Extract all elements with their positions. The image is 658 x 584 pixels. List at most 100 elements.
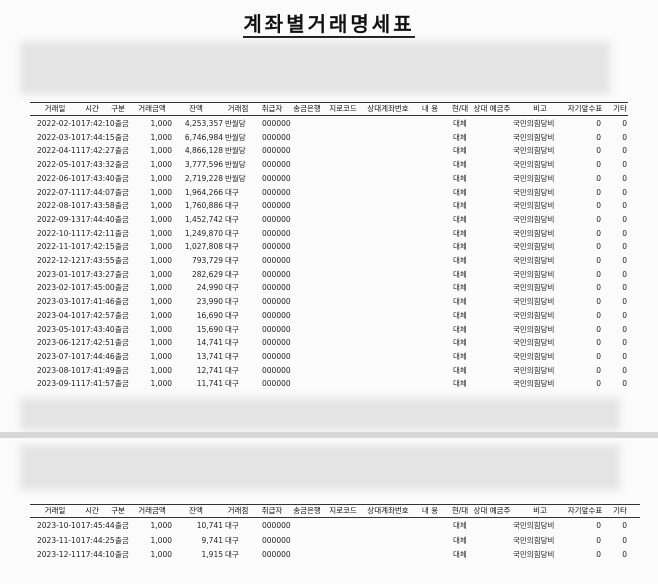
cell: 2023-06-12 xyxy=(37,338,81,348)
cell: 국민의힘당비 xyxy=(513,379,555,389)
cell: 1,000 xyxy=(150,297,172,307)
cell: 대체 xyxy=(453,242,467,252)
column-header: 비고 xyxy=(533,506,547,515)
cell: 17:44:07 xyxy=(81,187,115,197)
cell: 0 xyxy=(622,228,627,238)
cell: 대체 xyxy=(453,132,467,142)
column-header: 송금은행 xyxy=(293,104,321,113)
column-header: 거래점 xyxy=(227,506,249,515)
cell: 2022-07-11 xyxy=(37,187,81,197)
cell: 1,000 xyxy=(150,310,172,320)
column-header: 거래일 xyxy=(44,506,66,515)
rule xyxy=(30,102,628,103)
cell: 17:42:27 xyxy=(81,146,115,156)
cell: 11,741 xyxy=(196,379,223,389)
cell: 대구 xyxy=(225,310,239,320)
cell: 000000 xyxy=(262,297,291,307)
cell: 17:41:49 xyxy=(81,365,115,375)
cell: 대체 xyxy=(453,256,467,265)
cell: 국민의힘당비 xyxy=(513,535,555,545)
column-header: 자기앞수표 xyxy=(567,506,603,515)
cell: 국민의힘당비 xyxy=(513,214,555,224)
cell: 000000 xyxy=(262,256,291,265)
cell: 0 xyxy=(622,324,627,334)
cell: 1,000 xyxy=(150,269,172,279)
cell: 대구 xyxy=(225,269,239,279)
cell: 0 xyxy=(596,283,601,293)
cell: 0 xyxy=(596,256,601,265)
cell: 0 xyxy=(596,269,601,279)
cell: 17:43:40 xyxy=(81,173,115,183)
column-header: 거래금액 xyxy=(138,506,166,515)
cell: 17:44:40 xyxy=(81,214,115,224)
cell: 0 xyxy=(596,187,601,197)
cell: 0 xyxy=(596,379,601,389)
cell: 0 xyxy=(622,365,627,375)
column-header: 구분 xyxy=(111,104,125,113)
cell: 2022-10-11 xyxy=(37,228,81,238)
cell: 2023-09-11 xyxy=(37,379,81,389)
cell: 출금 xyxy=(115,242,129,252)
cell: 6,746,984 xyxy=(184,132,223,142)
column-header: 비고 xyxy=(533,104,547,113)
cell: 0 xyxy=(596,228,601,238)
cell: 000000 xyxy=(262,146,291,156)
column-header: 자기앞수표 xyxy=(567,104,603,113)
cell: 2023-07-10 xyxy=(37,351,81,361)
cell: 0 xyxy=(622,535,627,545)
cell: 2022-04-11 xyxy=(37,146,81,156)
cell: 대구 xyxy=(225,242,239,252)
cell: 대체 xyxy=(453,365,467,375)
cell: 2023-05-10 xyxy=(37,324,81,334)
cell: 1,000 xyxy=(150,379,172,389)
cell: 대체 xyxy=(453,214,467,224)
cell: 2023-02-10 xyxy=(37,283,81,293)
cell: 0 xyxy=(622,146,627,156)
cell: 000000 xyxy=(262,550,291,559)
cell: 0 xyxy=(622,310,627,320)
cell: 000000 xyxy=(262,324,291,334)
cell: 1,000 xyxy=(150,338,172,348)
cell: 출금 xyxy=(115,351,129,361)
cell: 1,000 xyxy=(150,160,172,170)
cell: 1,249,870 xyxy=(184,228,223,238)
column-header: 상대계좌번호 xyxy=(367,104,409,113)
cell: 0 xyxy=(596,132,601,142)
cell: 17:43:27 xyxy=(81,269,115,279)
title-wrap: 계좌별거래명세표 xyxy=(0,8,658,38)
cell: 대체 xyxy=(453,119,467,128)
cell: 출금 xyxy=(115,214,129,224)
cell: 0 xyxy=(622,297,627,307)
cell: 3,777,596 xyxy=(184,160,223,170)
page-break xyxy=(0,432,658,438)
cell: 대구 xyxy=(225,297,239,307)
cell: 0 xyxy=(596,201,601,211)
cell: 0 xyxy=(596,550,601,559)
cell: 17:42:51 xyxy=(81,338,115,348)
rule xyxy=(30,504,640,505)
column-header: 잔액 xyxy=(189,506,203,515)
cell: 1,000 xyxy=(150,256,172,265)
cell: 000000 xyxy=(262,242,291,252)
cell: 000000 xyxy=(262,310,291,320)
cell: 2023-04-10 xyxy=(37,310,81,320)
cell: 1,000 xyxy=(150,146,172,156)
cell: 2022-12-12 xyxy=(37,256,81,265)
cell: 대구 xyxy=(225,283,239,293)
cell: 0 xyxy=(622,550,627,559)
cell: 출금 xyxy=(115,201,129,211)
column-header: 상대계좌번호 xyxy=(367,506,409,515)
cell: 12,741 xyxy=(196,365,223,375)
rule xyxy=(30,517,640,518)
cell: 0 xyxy=(622,283,627,293)
cell: 2022-08-10 xyxy=(37,201,81,211)
cell: 출금 xyxy=(115,269,129,279)
cell: 국민의힘당비 xyxy=(513,132,555,142)
cell: 대체 xyxy=(453,550,467,559)
cell: 000000 xyxy=(262,365,291,375)
cell: 17:44:46 xyxy=(81,351,115,361)
cell: 000000 xyxy=(262,201,291,211)
cell: 2,719,228 xyxy=(184,173,223,183)
cell: 2023-01-10 xyxy=(37,269,81,279)
column-header: 시간 xyxy=(85,104,99,113)
